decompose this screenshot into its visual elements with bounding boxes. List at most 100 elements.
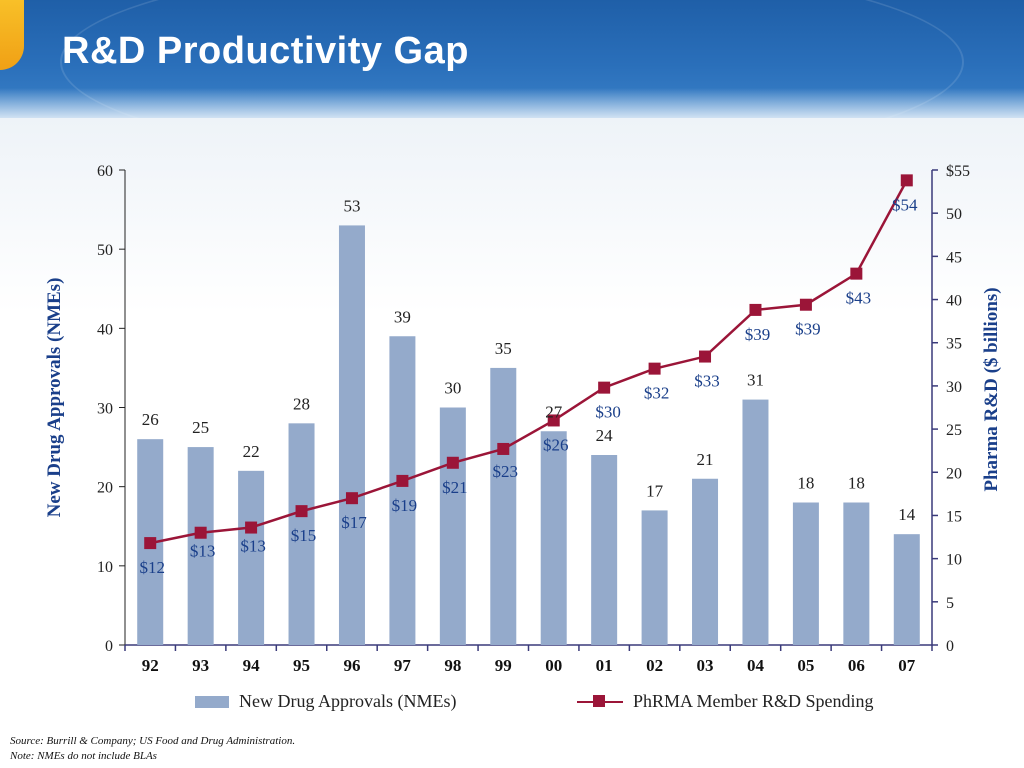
nme-bar	[692, 478, 719, 645]
right-axis-tick-label: 45	[946, 249, 962, 266]
right-axis-tick-label: 30	[946, 379, 962, 396]
nme-bar	[792, 502, 819, 645]
slide-footer: Source: Burrill & Company; US Food and D…	[10, 734, 295, 764]
nme-bar	[591, 455, 618, 645]
right-axis-tick-label: 20	[946, 465, 962, 482]
nme-bar-value-label: 31	[747, 371, 764, 390]
rd-spending-marker	[345, 492, 358, 505]
rd-spending-marker	[295, 505, 308, 518]
right-axis-tick-label: 35	[946, 336, 962, 353]
nme-bar-value-label: 22	[243, 442, 260, 461]
nme-bar	[238, 470, 265, 645]
rd-spending-marker	[900, 174, 913, 187]
nme-bar-value-label: 35	[495, 339, 512, 358]
left-axis-tick-label: 20	[97, 480, 113, 497]
x-axis-tick-label: 94	[243, 656, 261, 675]
x-axis-tick-label: 05	[797, 656, 814, 675]
nme-bar	[490, 367, 517, 645]
right-axis-tick-label: 10	[946, 552, 962, 569]
rd-spending-line	[149, 179, 908, 545]
rd-spending-marker	[245, 521, 258, 534]
x-axis-tick-label: 04	[747, 656, 765, 675]
rd-spending-value-label: $15	[291, 526, 317, 545]
rd-spending-value-label: $43	[846, 289, 872, 308]
left-axis-tick-label: 60	[97, 163, 113, 180]
x-axis-tick-label: 93	[192, 656, 209, 675]
rd-spending-marker	[850, 267, 863, 280]
right-axis-tick-label: 40	[946, 293, 962, 310]
header-swirl-decoration	[60, 0, 964, 118]
left-axis-tick-label: 30	[97, 401, 113, 418]
rd-spending-value-label: $30	[595, 403, 621, 422]
right-axis-tick-label: 25	[946, 422, 962, 439]
nme-bar	[843, 502, 870, 645]
rd-spending-marker	[648, 362, 661, 375]
rd-spending-marker	[699, 350, 712, 363]
x-axis-tick-label: 96	[343, 656, 360, 675]
x-axis-tick-label: 97	[394, 656, 412, 675]
nme-bar-value-label: 26	[142, 410, 159, 429]
nme-bar	[338, 225, 365, 645]
rd-spending-value-label: $17	[341, 513, 367, 532]
right-axis-tick-label: 50	[946, 206, 962, 223]
nme-bar	[540, 431, 567, 645]
rd-spending-value-label: $39	[795, 320, 821, 339]
source-note: Source: Burrill & Company; US Food and D…	[10, 735, 296, 747]
nme-bar-value-label: 18	[848, 474, 865, 493]
rd-spending-marker	[598, 381, 611, 394]
x-axis-tick-label: 92	[142, 656, 159, 675]
nme-bar-value-label: 18	[797, 474, 814, 493]
nme-bar	[439, 407, 466, 645]
rd-spending-marker	[144, 537, 157, 550]
slide-header: R&D Productivity Gap	[0, 0, 1024, 118]
nme-bar-value-label: 21	[697, 450, 714, 469]
rd-spending-value-label: $19	[392, 496, 418, 515]
bla-note: Note: NMEs do not include BLAs	[10, 750, 157, 762]
left-axis-title: New Drug Approvals (NMEs)	[44, 278, 65, 518]
chart-legend: New Drug Approvals (NMEs) PhRMA Member R…	[195, 690, 915, 718]
rd-spending-marker	[396, 474, 409, 487]
x-axis-tick-label: 95	[293, 656, 310, 675]
left-axis-tick-label: 40	[97, 321, 113, 338]
x-axis-tick-label: 06	[848, 656, 865, 675]
right-axis-tick-label: 5	[946, 595, 954, 612]
nme-bar-value-label: 25	[192, 418, 209, 437]
rd-spending-value-label: $23	[493, 462, 519, 481]
legend-line-label: PhRMA Member R&D Spending	[633, 691, 874, 711]
left-axis-tick-label: 10	[97, 559, 113, 576]
right-axis-tick-label: 0	[946, 638, 954, 655]
rd-spending-value-label: $13	[190, 542, 216, 561]
rd-spending-marker	[547, 414, 560, 427]
nme-bar-value-label: 28	[293, 394, 310, 413]
nme-bar	[288, 423, 315, 645]
header-fade-band	[0, 88, 1024, 118]
nme-bar-value-label: 30	[444, 379, 461, 398]
right-axis-tick-label: 15	[946, 508, 962, 525]
header-accent-tab	[0, 0, 24, 70]
rd-spending-value-label: $33	[694, 372, 720, 391]
legend-square-marker-icon	[593, 695, 605, 707]
nme-bar-value-label: 27	[545, 402, 563, 421]
rd-spending-value-label: $13	[240, 537, 266, 556]
x-axis-tick-label: 01	[596, 656, 613, 675]
rd-spending-marker	[749, 303, 762, 316]
rd-spending-marker	[446, 456, 459, 469]
left-axis-tick-label: 0	[105, 638, 113, 655]
x-axis-tick-label: 98	[444, 656, 461, 675]
nme-bar-value-label: 53	[343, 196, 360, 215]
x-axis-tick-label: 00	[545, 656, 562, 675]
rd-spending-value-label: $39	[745, 325, 771, 344]
right-axis-tick-label: $55	[946, 163, 970, 180]
rd-spending-value-label: $26	[543, 435, 569, 454]
nme-bar	[742, 399, 769, 645]
x-axis-tick-label: 03	[697, 656, 714, 675]
nme-bar-value-label: 14	[898, 505, 916, 524]
legend-bar-swatch	[195, 696, 229, 708]
nme-bar-value-label: 24	[596, 426, 614, 445]
left-axis-tick-label: 50	[97, 242, 113, 259]
nme-bar	[389, 336, 416, 645]
rd-spending-value-label: $21	[442, 478, 468, 497]
nme-bar	[187, 447, 214, 645]
rd-spending-value-label: $54	[892, 195, 918, 214]
